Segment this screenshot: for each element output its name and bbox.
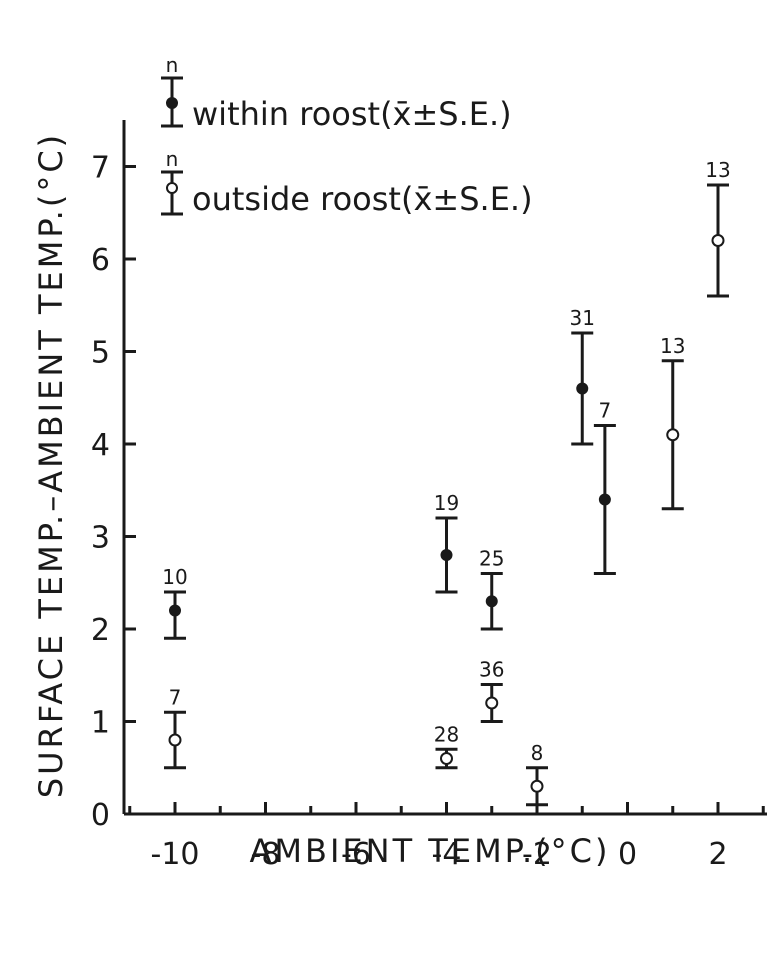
sample-size-label: 7 xyxy=(169,685,182,709)
within-roost-point xyxy=(169,604,181,617)
x-axis-title: AMBIENT TEMP.(°C) xyxy=(250,832,611,870)
marks: 10 19 25 31 7 7 28 36 8 13 13 xyxy=(162,158,731,807)
y-tick-label: 7 xyxy=(91,151,110,186)
legend: n within roost(x̄±S.E.) n outside roost(x̄±… xyxy=(161,53,533,218)
y-tick-label: 3 xyxy=(91,521,110,556)
sample-size-label: 10 xyxy=(162,565,187,589)
within-roost-point xyxy=(598,493,611,506)
legend-open-marker xyxy=(166,182,178,194)
axes xyxy=(122,120,767,816)
x-tick-label: 0 xyxy=(618,837,637,872)
y-tick-label: 2 xyxy=(91,613,110,648)
y-axis-title: SURFACE TEMP.–AMBIENT TEMP.(°C) xyxy=(32,132,70,798)
within-roost-point xyxy=(440,549,453,561)
legend-filled-marker xyxy=(166,97,178,109)
y-tick-label: 4 xyxy=(91,428,110,463)
within-roost-point xyxy=(485,595,498,608)
x-tick-label: -8 xyxy=(251,837,281,872)
sample-size-label: 31 xyxy=(570,306,595,330)
outside-roost-point xyxy=(485,696,499,710)
within-roost-point xyxy=(576,382,589,395)
outside-roost-point xyxy=(168,733,182,747)
legend-outside-roost-label: outside roost(x̄±S.E.) xyxy=(192,180,533,218)
sample-size-label: 36 xyxy=(479,658,504,682)
sample-size-label: 19 xyxy=(434,491,459,515)
sample-size-label: 13 xyxy=(660,334,685,358)
x-tick-label: -4 xyxy=(432,837,462,872)
outside-roost-point xyxy=(711,234,725,247)
sample-size-label: 25 xyxy=(479,547,504,571)
sample-size-label: 8 xyxy=(531,741,544,765)
x-tick-label: -10 xyxy=(151,837,200,872)
ticks: 0 1 2 3 4 5 6 7 -10 -8 -6 -4 -2 0 2 xyxy=(91,151,765,872)
x-tick-label: -6 xyxy=(341,837,371,872)
outside-roost-point xyxy=(440,752,453,765)
outside-roost-point xyxy=(666,428,680,442)
legend-within-roost-label: within roost(x̄±S.E.) xyxy=(192,95,512,133)
sample-size-label: 28 xyxy=(434,722,459,746)
x-tick-label: -2 xyxy=(522,837,552,872)
legend-n-symbol: n xyxy=(166,53,179,77)
legend-n-symbol: n xyxy=(166,147,179,171)
sample-size-label: 7 xyxy=(599,399,612,423)
y-tick-label: 6 xyxy=(91,243,110,278)
y-tick-label: 5 xyxy=(91,336,110,371)
y-tick-label: 1 xyxy=(91,706,110,741)
sample-size-label: 13 xyxy=(705,158,730,182)
x-tick-label: 2 xyxy=(708,837,727,872)
outside-roost-point xyxy=(530,779,544,793)
y-tick-label: 0 xyxy=(91,798,110,833)
